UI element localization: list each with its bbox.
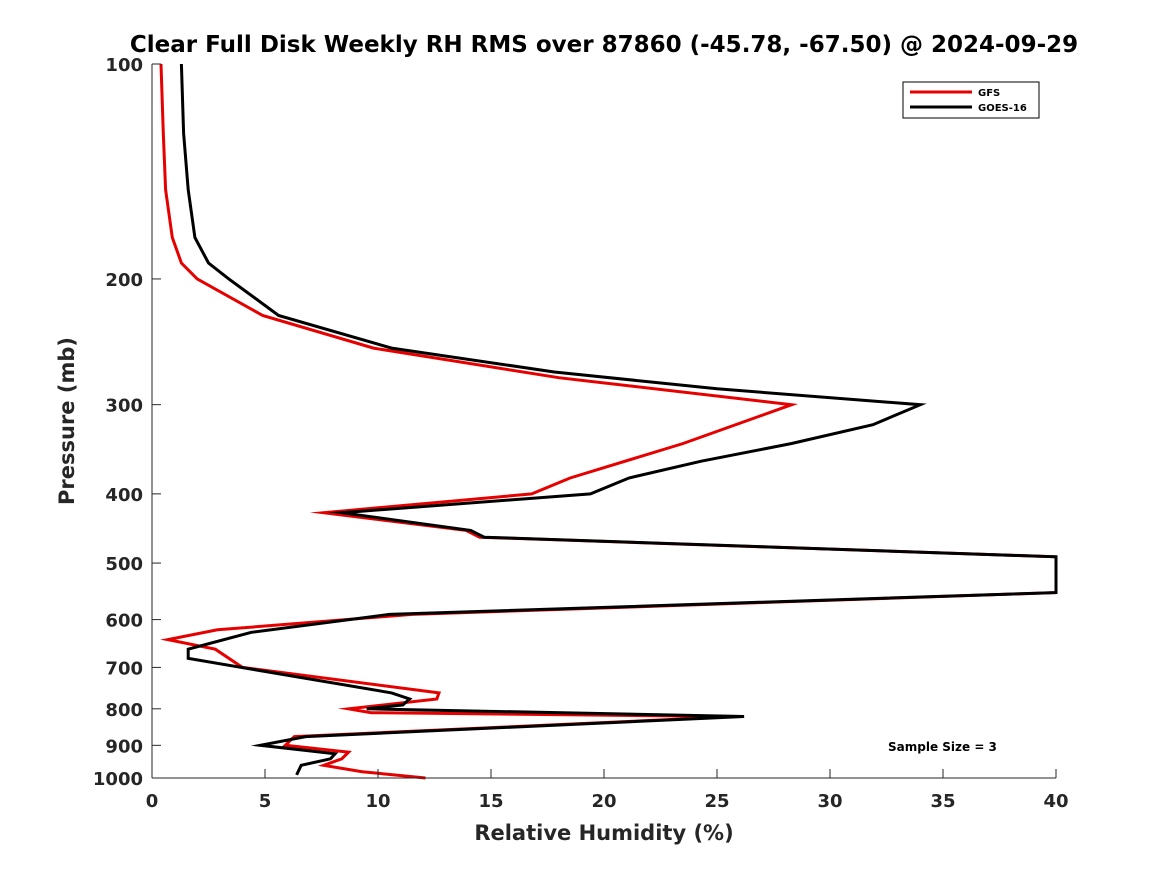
x-tick-label: 25 (704, 791, 729, 812)
legend-label-gfs: GFS (978, 88, 1000, 99)
legend-box (902, 81, 1040, 119)
x-tick-label: 0 (146, 791, 159, 812)
x-tick-label: 20 (591, 791, 616, 812)
y-tick-label: 900 (105, 736, 143, 757)
x-tick-label: 15 (478, 791, 503, 812)
x-axis-label: Relative Humidity (%) (474, 821, 733, 845)
legend-label-goes16: GOES-16 (978, 103, 1027, 114)
chart-title: Clear Full Disk Weekly RH RMS over 87860… (130, 32, 1078, 58)
series-layer (159, 63, 1058, 780)
y-tick-label: 800 (105, 700, 143, 721)
y-tick-label: 700 (105, 658, 143, 679)
y-tick-label: 500 (105, 554, 143, 575)
y-tick-label: 100 (105, 55, 143, 76)
x-tick-label: 10 (365, 791, 390, 812)
series-line-goes-16 (179, 63, 1058, 776)
y-tick-label: 300 (105, 396, 143, 417)
legend: GFS GOES-16 (902, 81, 1040, 119)
y-tick-label: 1000 (93, 769, 143, 790)
ticks-layer: 0 5 10 15 20 25 30 35 40 100 200 300 400 500 600 700 800… (93, 55, 1069, 812)
x-tick-label: 30 (817, 791, 842, 812)
y-tick-label: 400 (105, 485, 143, 506)
y-tick-label: 200 (105, 270, 143, 291)
x-tick-label: 40 (1043, 791, 1068, 812)
x-tick-label: 35 (930, 791, 955, 812)
y-tick-label: 600 (105, 611, 143, 632)
x-tick-label: 5 (259, 791, 272, 812)
sample-size-annotation: Sample Size = 3 (888, 740, 997, 754)
y-axis-label: Pressure (mb) (55, 337, 79, 505)
